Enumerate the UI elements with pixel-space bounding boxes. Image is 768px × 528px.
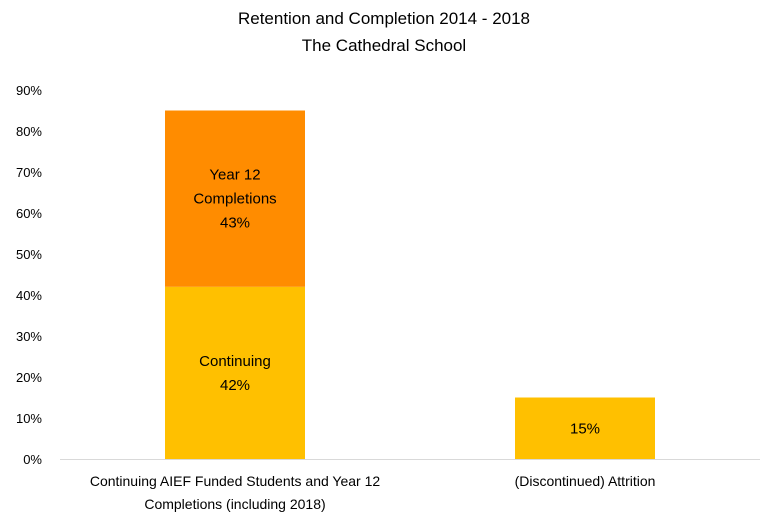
y-tick-label: 40% [16,288,42,303]
y-tick-label: 70% [16,165,42,180]
data-label: Completions [193,191,276,208]
data-label: 43% [220,215,250,232]
y-tick-label: 30% [16,329,42,344]
y-tick-label: 0% [23,452,42,467]
y-tick-label: 90% [16,83,42,98]
y-tick-label: 20% [16,370,42,385]
x-tick-label: Completions (including 2018) [144,496,325,512]
y-tick-label: 80% [16,124,42,139]
y-axis: 0% 10% 20% 30% 40% 50% 60% 70% 80% 90% [16,83,42,467]
x-tick-label: Continuing AIEF Funded Students and Year… [90,473,381,489]
bars: Continuing 42% Year 12 Completions 43% 15% [165,110,655,459]
x-axis-labels: Continuing AIEF Funded Students and Year… [90,473,656,512]
data-label: Continuing [199,353,271,370]
y-tick-label: 10% [16,411,42,426]
x-tick-label: (Discontinued) Attrition [515,473,656,489]
data-label: 15% [570,420,600,437]
data-label: 42% [220,377,250,394]
bar-segment [165,110,305,287]
y-tick-label: 60% [16,206,42,221]
chart-title: Retention and Completion 2014 - 2018 [238,9,530,28]
y-tick-label: 50% [16,247,42,262]
bar-segment [515,397,655,459]
bar-segment [165,286,305,459]
data-label: Year 12 [209,167,260,184]
chart-subtitle: The Cathedral School [302,36,466,55]
